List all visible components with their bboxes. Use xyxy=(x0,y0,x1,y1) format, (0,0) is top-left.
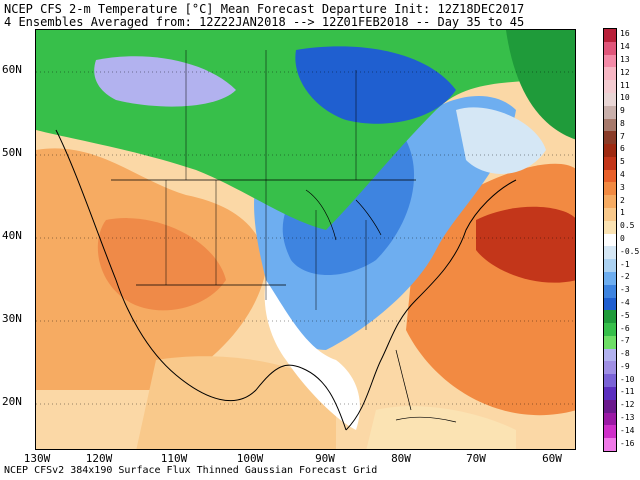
cold-anomaly-hudson xyxy=(295,46,456,124)
colorbar-label: -13 xyxy=(620,413,635,423)
lat-label: 60N xyxy=(2,63,22,76)
colorbar-label: 13 xyxy=(620,54,630,64)
colorbar-label: -4 xyxy=(620,297,630,307)
colorbar-label: -3 xyxy=(620,285,630,295)
colorbar-label: 10 xyxy=(620,93,630,103)
colorbar-label: -12 xyxy=(620,400,635,410)
colorbar-label: 5 xyxy=(620,157,625,167)
colorbar-label: 8 xyxy=(620,118,625,128)
colorbar-segment xyxy=(604,105,616,119)
colorbar-segment xyxy=(604,80,616,94)
colorbar-label: -10 xyxy=(620,374,635,384)
colorbar-segment xyxy=(604,438,616,452)
colorbar-label: 14 xyxy=(620,42,630,52)
colorbar-segment xyxy=(604,297,616,311)
lon-label: 120W xyxy=(85,452,113,465)
coldest-anomaly-canada xyxy=(94,56,237,107)
lat-label: 50N xyxy=(2,146,22,159)
colorbar-label: 9 xyxy=(620,106,625,116)
colorbar-segment xyxy=(604,92,616,107)
colorbar-label: -2 xyxy=(620,272,630,282)
colorbar-label: 3 xyxy=(620,182,625,192)
lon-label: 80W xyxy=(391,452,411,465)
colorbar-segment xyxy=(604,399,616,414)
strong-cold-east xyxy=(282,140,415,275)
colorbar-segment xyxy=(604,323,616,337)
temperature-anomaly-map xyxy=(35,29,576,450)
colorbar-label: 2 xyxy=(620,195,625,205)
colorbar xyxy=(603,28,617,452)
colorbar-label: -16 xyxy=(620,438,635,448)
colorbar-segment xyxy=(604,361,616,375)
lon-label: 70W xyxy=(466,452,486,465)
colorbar-segment xyxy=(604,310,616,324)
colorbar-segment xyxy=(604,67,616,81)
colorbar-label: 7 xyxy=(620,131,625,141)
colorbar-segment xyxy=(604,335,616,350)
colorbar-segment xyxy=(604,387,616,401)
colorbar-segment xyxy=(604,29,616,43)
strong-warm-west xyxy=(97,218,226,311)
lat-label: 40N xyxy=(2,229,22,242)
colorbar-segment xyxy=(604,169,616,183)
colorbar-segment xyxy=(604,412,616,426)
colorbar-segment xyxy=(604,259,616,273)
cold-anomaly-labrador xyxy=(506,30,575,140)
colorbar-label: 4 xyxy=(620,170,625,180)
colorbar-segment xyxy=(604,131,616,145)
lon-label: 110W xyxy=(160,452,188,465)
lat-label: 20N xyxy=(2,395,22,408)
colorbar-segment xyxy=(604,233,616,247)
colorbar-segment xyxy=(604,156,616,171)
colorbar-segment xyxy=(604,425,616,439)
map-footer: NCEP CFSv2 384x190 Surface Flux Thinned … xyxy=(4,465,378,476)
map-title-line-1: NCEP CFS 2-m Temperature [°C] Mean Forec… xyxy=(4,2,525,16)
colorbar-label: 11 xyxy=(620,80,630,90)
colorbar-label: -1 xyxy=(620,259,630,269)
lon-label: 60W xyxy=(542,452,562,465)
colorbar-segment xyxy=(604,182,616,196)
map-title-line-2: 4 Ensembles Averaged from: 12Z22JAN2018 … xyxy=(4,15,525,29)
colorbar-segment xyxy=(604,54,616,68)
lon-label: 130W xyxy=(23,452,51,465)
colorbar-segment xyxy=(604,271,616,286)
warm-anomaly-mexico xyxy=(136,356,336,449)
lon-label: 90W xyxy=(315,452,335,465)
colorbar-segment xyxy=(604,41,616,56)
lon-label: 100W xyxy=(236,452,264,465)
colorbar-segment xyxy=(604,220,616,235)
colorbar-label: 12 xyxy=(620,67,630,77)
colorbar-segment xyxy=(604,246,616,260)
colorbar-segment xyxy=(604,118,616,132)
max-warm-atlantic xyxy=(476,206,575,283)
warm-anomaly-caribbean xyxy=(366,406,516,449)
colorbar-segment xyxy=(604,144,616,158)
colorbar-label: 0 xyxy=(620,234,625,243)
colorbar-label: -5 xyxy=(620,310,630,320)
colorbar-label: -6 xyxy=(620,323,630,333)
colorbar-label: 0.5 xyxy=(620,221,635,231)
colorbar-segment xyxy=(604,208,616,222)
colorbar-label: -11 xyxy=(620,387,635,397)
colorbar-segment xyxy=(604,195,616,209)
colorbar-segment xyxy=(604,284,616,299)
colorbar-label: -8 xyxy=(620,349,630,359)
colorbar-segment xyxy=(604,348,616,362)
neutral-anomaly-gulf xyxy=(264,280,360,430)
colorbar-label: -7 xyxy=(620,336,630,346)
colorbar-label: 1 xyxy=(620,208,625,218)
colorbar-label: 16 xyxy=(620,29,630,39)
colorbar-segment xyxy=(604,374,616,388)
neutral-anomaly-newfoundland xyxy=(456,107,546,174)
colorbar-label: 6 xyxy=(620,144,625,154)
colorbar-label: -9 xyxy=(620,361,630,371)
lat-label: 30N xyxy=(2,312,22,325)
colorbar-label: -0.5 xyxy=(620,246,640,256)
colorbar-label: -14 xyxy=(620,425,635,435)
